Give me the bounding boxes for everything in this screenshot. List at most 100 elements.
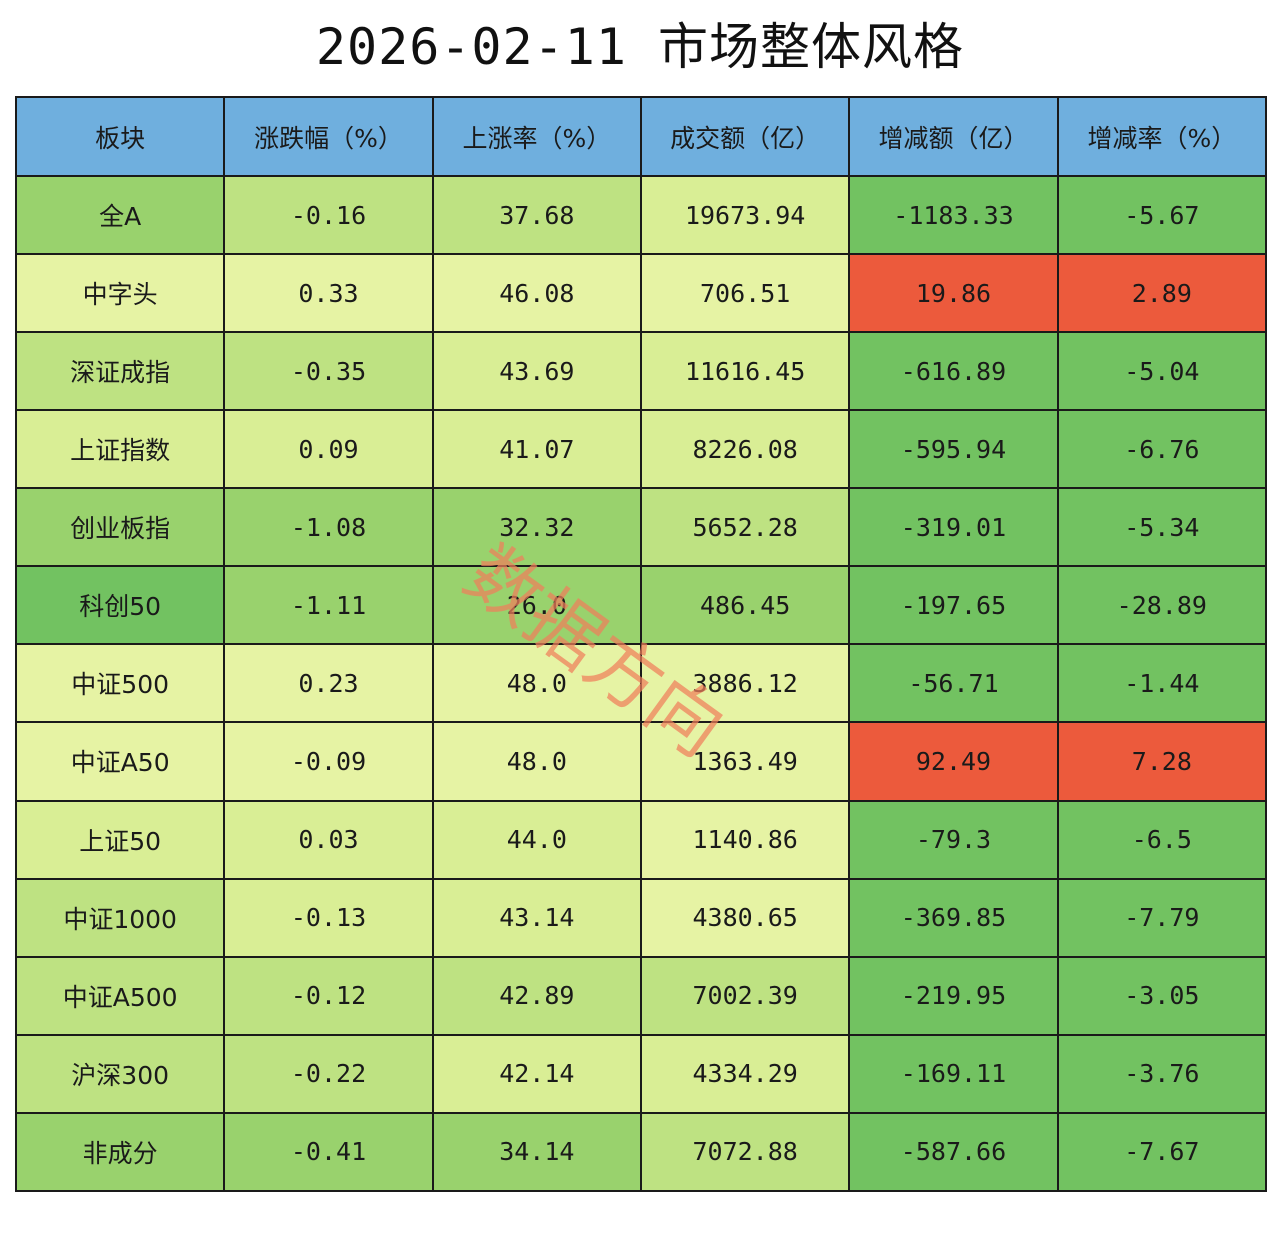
cell-turnover: 11616.45 bbox=[639, 331, 851, 412]
cell-turnover: 19673.94 bbox=[639, 174, 851, 256]
cell-turnover-delta-pct: -3.76 bbox=[1056, 1033, 1268, 1114]
column-header-change-pct: 涨跌幅（%） bbox=[223, 96, 434, 177]
column-header-turnover: 成交额（亿） bbox=[639, 96, 851, 177]
table-row: 全A -0.16 37.68 19673.94 -1183.33 -5.67 bbox=[14, 174, 1268, 256]
cell-turnover-delta-pct: -6.76 bbox=[1056, 409, 1268, 490]
cell-advance-ratio: 41.07 bbox=[431, 409, 642, 490]
cell-turnover-delta: -56.71 bbox=[848, 643, 1059, 724]
cell-turnover-delta: -79.3 bbox=[848, 799, 1059, 880]
cell-turnover: 4380.65 bbox=[639, 877, 851, 958]
cell-change-pct: -0.13 bbox=[223, 877, 434, 958]
cell-turnover-delta: -369.85 bbox=[848, 877, 1059, 958]
cell-turnover-delta: 92.49 bbox=[848, 721, 1059, 802]
cell-change-pct: -0.35 bbox=[223, 331, 434, 412]
cell-turnover-delta: -587.66 bbox=[848, 1111, 1059, 1193]
cell-turnover: 3886.12 bbox=[639, 643, 851, 724]
table-body: 全A -0.16 37.68 19673.94 -1183.33 -5.67 中字头 0.33… bbox=[14, 174, 1268, 1193]
table-row: 上证指数 0.09 41.07 8226.08 -595.94 -6.76 bbox=[14, 409, 1268, 490]
cell-turnover: 706.51 bbox=[639, 253, 851, 334]
column-header-advance-ratio: 上涨率（%） bbox=[431, 96, 642, 177]
cell-turnover-delta: -169.11 bbox=[848, 1033, 1059, 1114]
cell-advance-ratio: 42.14 bbox=[431, 1033, 642, 1114]
cell-sector: 科创50 bbox=[14, 565, 226, 646]
cell-turnover-delta: -1183.33 bbox=[848, 174, 1059, 256]
cell-change-pct: 0.03 bbox=[223, 799, 434, 880]
page-title: 2026-02-11 市场整体风格 bbox=[315, 18, 965, 76]
cell-change-pct: 0.23 bbox=[223, 643, 434, 724]
cell-advance-ratio: 48.0 bbox=[431, 643, 642, 724]
cell-turnover-delta-pct: 7.28 bbox=[1056, 721, 1268, 802]
market-style-table: 板块 涨跌幅（%） 上涨率（%） 成交额（亿） 增减额（亿） 增减率（%） 全A… bbox=[14, 96, 1268, 1193]
table-row: 沪深300 -0.22 42.14 4334.29 -169.11 -3.76 bbox=[14, 1033, 1268, 1114]
cell-sector: 中证A500 bbox=[14, 955, 226, 1036]
cell-turnover-delta: 19.86 bbox=[848, 253, 1059, 334]
cell-sector: 创业板指 bbox=[14, 487, 226, 568]
cell-advance-ratio: 48.0 bbox=[431, 721, 642, 802]
cell-sector: 沪深300 bbox=[14, 1033, 226, 1114]
table-row: 中证1000 -0.13 43.14 4380.65 -369.85 -7.79 bbox=[14, 877, 1268, 958]
cell-advance-ratio: 46.08 bbox=[431, 253, 642, 334]
table-row: 科创50 -1.11 26.0 486.45 -197.65 -28.89 bbox=[14, 565, 1268, 646]
cell-sector: 中证A50 bbox=[14, 721, 226, 802]
cell-turnover-delta: -197.65 bbox=[848, 565, 1059, 646]
cell-change-pct: 0.09 bbox=[223, 409, 434, 490]
table-row: 非成分 -0.41 34.14 7072.88 -587.66 -7.67 bbox=[14, 1111, 1268, 1193]
table-row: 中证A50 -0.09 48.0 1363.49 92.49 7.28 bbox=[14, 721, 1268, 802]
cell-advance-ratio: 43.69 bbox=[431, 331, 642, 412]
cell-turnover: 7072.88 bbox=[639, 1111, 851, 1193]
cell-sector: 全A bbox=[14, 174, 226, 256]
cell-sector: 深证成指 bbox=[14, 331, 226, 412]
cell-sector: 非成分 bbox=[14, 1111, 226, 1193]
cell-change-pct: 0.33 bbox=[223, 253, 434, 334]
cell-turnover-delta-pct: -5.67 bbox=[1056, 174, 1268, 256]
cell-turnover-delta: -319.01 bbox=[848, 487, 1059, 568]
cell-turnover-delta-pct: -7.67 bbox=[1056, 1111, 1268, 1193]
table-row: 深证成指 -0.35 43.69 11616.45 -616.89 -5.04 bbox=[14, 331, 1268, 412]
cell-turnover-delta-pct: -5.04 bbox=[1056, 331, 1268, 412]
cell-turnover-delta-pct: -7.79 bbox=[1056, 877, 1268, 958]
cell-turnover-delta: -219.95 bbox=[848, 955, 1059, 1036]
cell-turnover: 1140.86 bbox=[639, 799, 851, 880]
market-style-table-container: 板块 涨跌幅（%） 上涨率（%） 成交额（亿） 增减额（亿） 增减率（%） 全A… bbox=[14, 96, 1268, 1193]
cell-sector: 上证50 bbox=[14, 799, 226, 880]
cell-turnover-delta: -616.89 bbox=[848, 331, 1059, 412]
table-row: 中证500 0.23 48.0 3886.12 -56.71 -1.44 bbox=[14, 643, 1268, 724]
cell-advance-ratio: 37.68 bbox=[431, 174, 642, 256]
column-header-turnover-delta: 增减额（亿） bbox=[848, 96, 1059, 177]
cell-change-pct: -0.12 bbox=[223, 955, 434, 1036]
cell-change-pct: -0.22 bbox=[223, 1033, 434, 1114]
cell-turnover: 1363.49 bbox=[639, 721, 851, 802]
cell-advance-ratio: 34.14 bbox=[431, 1111, 642, 1193]
cell-turnover-delta-pct: 2.89 bbox=[1056, 253, 1268, 334]
cell-sector: 中证500 bbox=[14, 643, 226, 724]
table-header-row: 板块 涨跌幅（%） 上涨率（%） 成交额（亿） 增减额（亿） 增减率（%） bbox=[14, 96, 1268, 177]
cell-sector: 中证1000 bbox=[14, 877, 226, 958]
cell-change-pct: -1.08 bbox=[223, 487, 434, 568]
column-header-turnover-delta-pct: 增减率（%） bbox=[1056, 96, 1268, 177]
cell-turnover-delta-pct: -1.44 bbox=[1056, 643, 1268, 724]
cell-turnover: 8226.08 bbox=[639, 409, 851, 490]
cell-change-pct: -0.09 bbox=[223, 721, 434, 802]
column-header-sector: 板块 bbox=[14, 96, 226, 177]
table-row: 上证50 0.03 44.0 1140.86 -79.3 -6.5 bbox=[14, 799, 1268, 880]
cell-turnover: 4334.29 bbox=[639, 1033, 851, 1114]
table-row: 创业板指 -1.08 32.32 5652.28 -319.01 -5.34 bbox=[14, 487, 1268, 568]
cell-turnover-delta-pct: -28.89 bbox=[1056, 565, 1268, 646]
cell-turnover: 486.45 bbox=[639, 565, 851, 646]
table-row: 中证A500 -0.12 42.89 7002.39 -219.95 -3.05 bbox=[14, 955, 1268, 1036]
cell-turnover-delta: -595.94 bbox=[848, 409, 1059, 490]
cell-change-pct: -0.41 bbox=[223, 1111, 434, 1193]
cell-advance-ratio: 42.89 bbox=[431, 955, 642, 1036]
table-row: 中字头 0.33 46.08 706.51 19.86 2.89 bbox=[14, 253, 1268, 334]
cell-turnover-delta-pct: -6.5 bbox=[1056, 799, 1268, 880]
cell-sector: 上证指数 bbox=[14, 409, 226, 490]
cell-change-pct: -1.11 bbox=[223, 565, 434, 646]
cell-advance-ratio: 44.0 bbox=[431, 799, 642, 880]
cell-turnover-delta-pct: -3.05 bbox=[1056, 955, 1268, 1036]
cell-turnover-delta-pct: -5.34 bbox=[1056, 487, 1268, 568]
cell-advance-ratio: 26.0 bbox=[431, 565, 642, 646]
cell-turnover: 5652.28 bbox=[639, 487, 851, 568]
cell-turnover: 7002.39 bbox=[639, 955, 851, 1036]
cell-advance-ratio: 43.14 bbox=[431, 877, 642, 958]
cell-change-pct: -0.16 bbox=[223, 174, 434, 256]
